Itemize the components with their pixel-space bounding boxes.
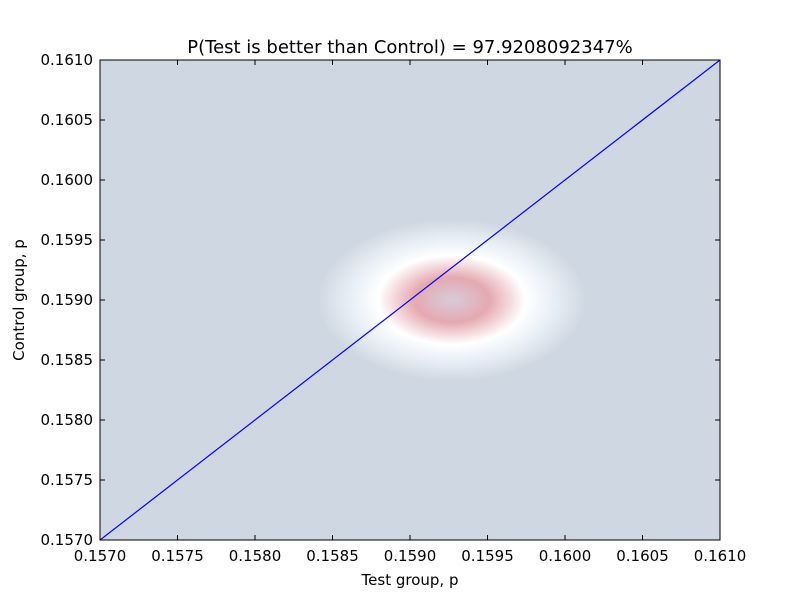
y-tick-label: 0.1590 bbox=[41, 291, 94, 309]
density-region bbox=[317, 219, 586, 381]
x-tick-label: 0.1590 bbox=[384, 547, 437, 565]
chart-title: P(Test is better than Control) = 97.9208… bbox=[187, 37, 632, 58]
y-tick-label: 0.1575 bbox=[41, 471, 94, 489]
y-tick-label: 0.1610 bbox=[41, 51, 94, 69]
y-tick-label: 0.1570 bbox=[41, 531, 94, 549]
x-tick-label: 0.1580 bbox=[229, 547, 282, 565]
plot-area bbox=[99, 59, 721, 541]
y-tick-label: 0.1605 bbox=[41, 111, 94, 129]
y-axis-label: Control group, p bbox=[10, 239, 28, 361]
y-axis: 0.1570 0.1575 0.1580 0.1585 0.1590 0.1595 0.16… bbox=[41, 51, 720, 549]
x-tick-label: 0.1595 bbox=[461, 547, 514, 565]
x-tick-label: 0.1600 bbox=[539, 547, 592, 565]
x-tick-label: 0.1570 bbox=[74, 547, 127, 565]
reference-line bbox=[100, 60, 720, 540]
x-tick-label: 0.1585 bbox=[306, 547, 359, 565]
x-tick-label: 0.1605 bbox=[616, 547, 669, 565]
x-axis-label: Test group, p bbox=[361, 571, 459, 589]
x-axis: 0.1570 0.1575 0.1580 0.1585 0.1590 0.1595 0.16… bbox=[74, 60, 747, 565]
y-tick-label: 0.1585 bbox=[41, 351, 94, 369]
y-tick-label: 0.1580 bbox=[41, 411, 94, 429]
x-tick-label: 0.1610 bbox=[694, 547, 747, 565]
y-tick-label: 0.1600 bbox=[41, 171, 94, 189]
y-tick-label: 0.1595 bbox=[41, 231, 94, 249]
x-tick-label: 0.1575 bbox=[151, 547, 204, 565]
